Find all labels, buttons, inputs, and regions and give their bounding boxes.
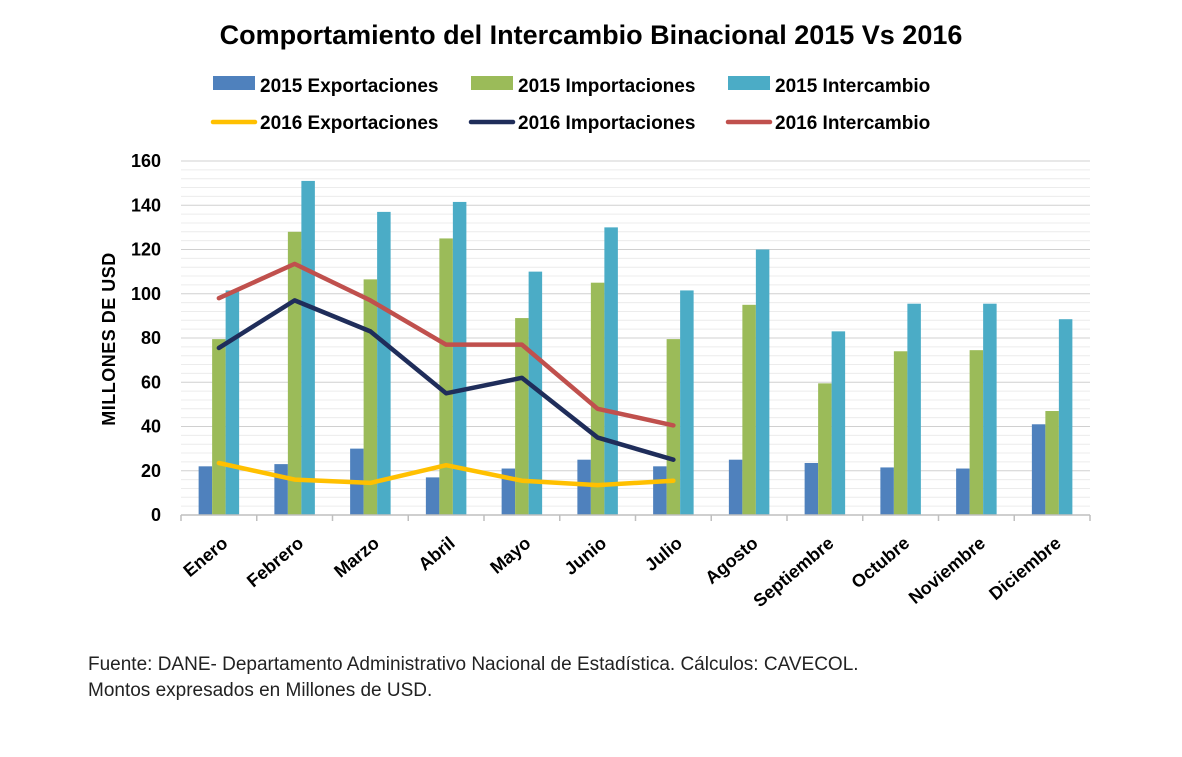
bar-2015-importaciones	[515, 318, 529, 515]
bars	[198, 180, 1073, 516]
source-line-2: Montos expresados en Millones de USD.	[88, 680, 433, 701]
x-tick-label: Diciembre	[985, 533, 1065, 604]
x-tick-label: Julio	[641, 533, 686, 575]
bar-2015-exportaciones	[425, 477, 440, 515]
x-tick-label: Junio	[561, 533, 611, 579]
x-tick-label: Agosto	[701, 533, 761, 588]
y-tick-label: 120	[131, 240, 161, 260]
bar-2015-exportaciones	[577, 459, 591, 515]
line-2016-importaciones	[216, 298, 676, 462]
bar-2015-exportaciones	[728, 459, 743, 515]
bar-2015-intercambio	[377, 211, 391, 515]
y-axis-label: MILLONES DE USD	[99, 252, 119, 426]
bar-2015-importaciones	[439, 238, 453, 515]
y-tick-label: 100	[131, 284, 161, 304]
y-tick-label: 20	[141, 461, 161, 481]
x-tick-label: Octubre	[847, 533, 913, 593]
x-tick-label: Abril	[414, 533, 458, 575]
legend-label-2016-exportaciones: 2016 Exportaciones	[260, 113, 438, 134]
bar-2015-intercambio	[755, 249, 770, 515]
legend-swatch-2015-importaciones	[471, 76, 513, 90]
lines	[216, 261, 676, 488]
x-tick-label: Marzo	[330, 533, 383, 582]
legend-label-2016-importaciones: 2016 Importaciones	[518, 113, 695, 134]
y-tick-label: 60	[141, 372, 161, 392]
y-tick-label: 140	[131, 195, 161, 215]
bar-2015-intercambio	[301, 180, 315, 515]
bar-2015-intercambio	[604, 227, 618, 515]
bar-2015-exportaciones	[804, 463, 819, 515]
bar-2015-exportaciones	[880, 467, 894, 515]
bar-2015-importaciones	[1045, 411, 1059, 515]
bar-2015-intercambio	[983, 303, 997, 515]
x-tick-label: Septiembre	[749, 533, 837, 611]
bar-2015-importaciones	[590, 282, 605, 515]
legend-swatch-2015-exportaciones	[213, 76, 255, 90]
gridlines	[181, 160, 1090, 507]
bar-2015-exportaciones	[198, 466, 213, 515]
x-tick-label: Febrero	[243, 533, 307, 591]
bar-2015-intercambio	[225, 290, 240, 515]
line-2016-intercambio	[216, 261, 676, 428]
legend-label-2016-intercambio: 2016 Intercambio	[775, 113, 930, 134]
chart-title: Comportamiento del Intercambio Binaciona…	[220, 20, 963, 50]
bar-2015-intercambio	[1058, 319, 1073, 515]
bar-2015-intercambio	[907, 303, 921, 515]
bar-2015-importaciones	[363, 279, 378, 515]
bar-2015-exportaciones	[274, 464, 288, 515]
bar-2015-importaciones	[969, 350, 984, 515]
legend-label-2015-importaciones: 2015 Importaciones	[518, 76, 695, 97]
bar-2015-intercambio	[831, 331, 846, 515]
legend: 2015 Exportaciones 2015 Importaciones 2015…	[210, 76, 930, 134]
x-tick-label: Enero	[180, 533, 232, 581]
line-2016-exportaciones	[216, 460, 676, 488]
bar-2015-intercambio	[452, 201, 467, 515]
bar-2015-importaciones	[212, 339, 226, 515]
bar-2015-intercambio	[680, 290, 694, 515]
legend-label-2015-exportaciones: 2015 Exportaciones	[260, 76, 438, 97]
legend-swatch-2015-intercambio	[728, 76, 770, 90]
y-tick-label: 40	[141, 417, 161, 437]
y-tick-label: 80	[141, 328, 161, 348]
x-tick-label: Noviembre	[905, 533, 989, 608]
bar-2015-exportaciones	[956, 468, 970, 515]
bar-2015-exportaciones	[653, 466, 667, 515]
x-tick-label: Mayo	[486, 533, 534, 578]
y-tick-label: 0	[151, 505, 161, 525]
bar-2015-importaciones	[893, 351, 908, 515]
source-note: Fuente: DANE- Departamento Administrativ…	[88, 652, 859, 704]
bar-2015-intercambio	[528, 271, 543, 515]
bar-2015-exportaciones	[1031, 424, 1046, 515]
y-tick-label: 160	[131, 151, 161, 171]
bar-2015-importaciones	[818, 383, 832, 515]
bar-2015-importaciones	[287, 231, 302, 516]
legend-label-2015-intercambio: 2015 Intercambio	[775, 76, 930, 97]
bar-2015-importaciones	[742, 304, 756, 515]
source-line-1: Fuente: DANE- Departamento Administrativ…	[88, 654, 859, 675]
